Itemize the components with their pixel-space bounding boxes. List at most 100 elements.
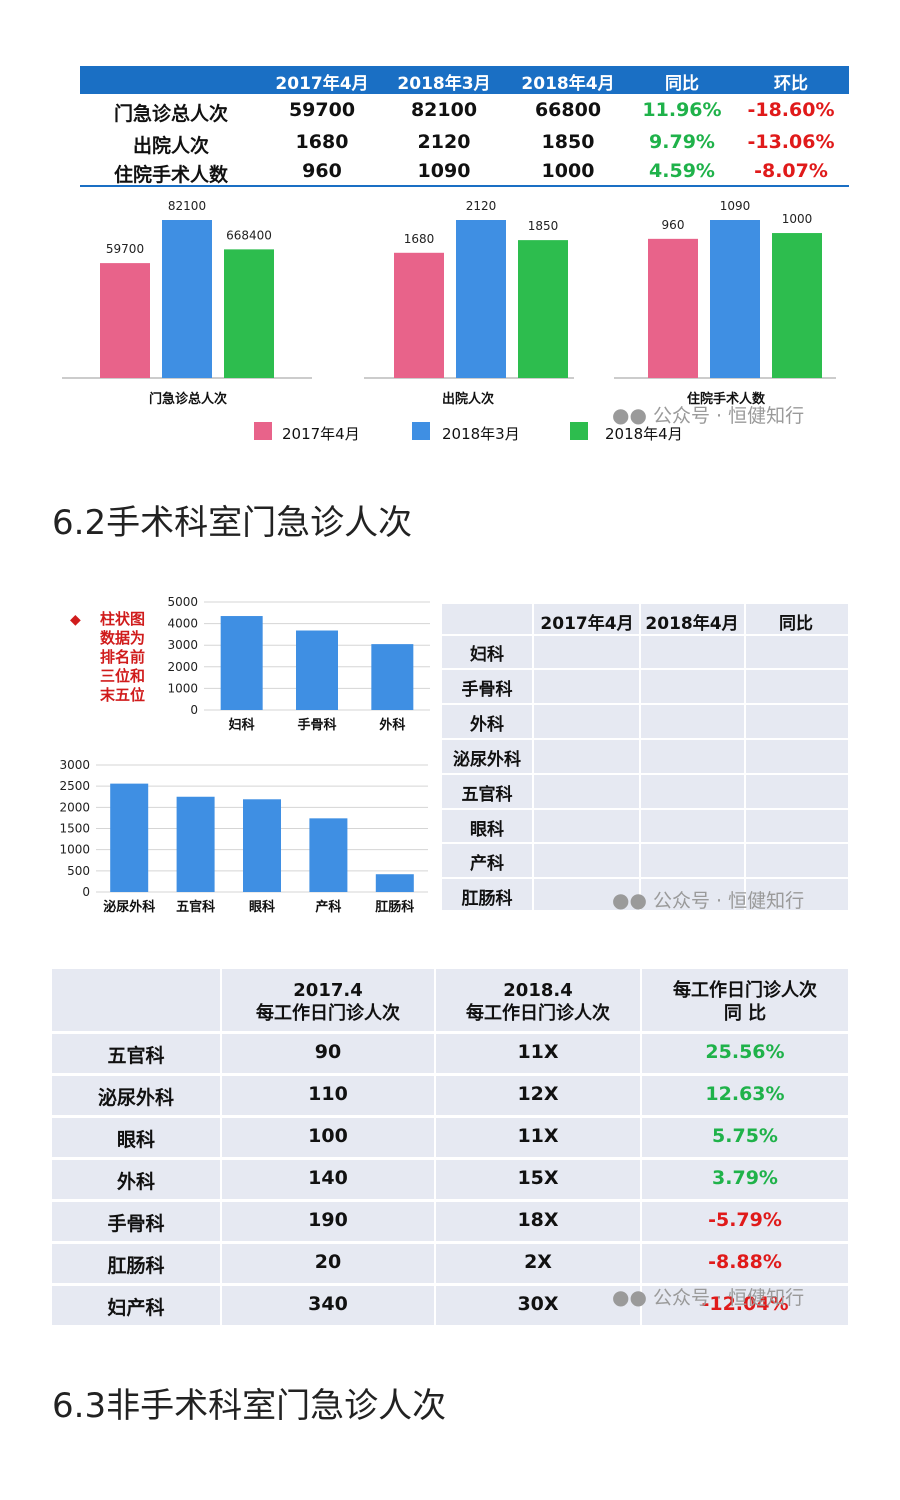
table-row-divider [52, 1073, 848, 1076]
section-title-6-3: 6.3非手术科室门急诊人次 [52, 1386, 447, 1426]
y-tick-label: 4000 [167, 617, 198, 631]
watermark: ●● 公众号 · 恒健知行 [612, 1285, 805, 1309]
data-label: 1000 [782, 212, 813, 226]
summary-yoy: 11.96% [642, 99, 722, 121]
legend-label: 2018年3月 [442, 425, 520, 443]
y-tick-label: 3000 [167, 638, 198, 652]
table-col-divider [434, 969, 436, 1325]
value-cell: 11X [517, 1125, 559, 1147]
summary-bottom-rule [80, 185, 849, 187]
y-tick-label: 1500 [59, 822, 90, 836]
table-col-divider [220, 969, 222, 1325]
summary-cell: 1090 [417, 160, 471, 182]
x-tick-label: 产科 [315, 899, 341, 915]
data-label: 1680 [404, 232, 435, 246]
bar [394, 252, 444, 378]
y-tick-label: 0 [190, 703, 198, 717]
legend-label: 2017年4月 [282, 425, 360, 443]
x-tick-label: 眼科 [249, 899, 275, 915]
bar [224, 249, 274, 378]
value-cell: 140 [308, 1167, 348, 1189]
dept-cell: 泌尿外科 [97, 1087, 174, 1109]
x-tick-label: 五官科 [176, 899, 215, 915]
value-cell: 12X [517, 1083, 559, 1105]
value-cell: 30X [517, 1293, 559, 1315]
table-row-divider [52, 1031, 848, 1034]
grid-row-divider [442, 877, 848, 879]
watermark: ●● 公众号 · 恒健知行 [612, 403, 805, 427]
y-tick-label: 500 [67, 864, 90, 878]
x-tick-label: 泌尿外科 [103, 899, 155, 915]
data-label: 960 [662, 218, 685, 232]
grid-col-divider [639, 604, 641, 910]
dept-cell: 妇产科 [107, 1297, 165, 1319]
value-cell: 20 [314, 1251, 342, 1273]
yoy-cell: -8.88% [708, 1251, 782, 1273]
bar [456, 220, 506, 378]
bar [296, 630, 338, 710]
x-tick-label: 妇科 [228, 717, 255, 733]
table-row-divider [52, 1199, 848, 1202]
dept-cell: 肛肠科 [107, 1255, 165, 1277]
grid-header: 2017年4月 [540, 614, 634, 634]
summary-cell: 59700 [288, 99, 356, 121]
grid-row-label: 妇科 [470, 645, 504, 665]
value-cell: 100 [308, 1125, 348, 1147]
grid-row-divider [442, 668, 848, 670]
grid-col-divider [532, 604, 534, 910]
grid-row-label: 手骨科 [461, 680, 513, 700]
wechat-icon: ●● [612, 1285, 647, 1309]
yoy-cell: 3.79% [712, 1167, 778, 1189]
x-tick-label: 外科 [378, 717, 405, 733]
dept-cell: 眼科 [116, 1129, 155, 1151]
legend-swatch [570, 422, 588, 440]
dept-cell: 外科 [116, 1171, 155, 1193]
yoy-cell: 12.63% [705, 1083, 785, 1105]
table-row-divider [52, 1115, 848, 1118]
legend-label: 2018年4月 [605, 425, 683, 443]
value-cell: 110 [308, 1083, 348, 1105]
grid-row-label: 外科 [470, 715, 504, 735]
summary-table-header [80, 66, 849, 94]
grid-row-divider [442, 773, 848, 775]
summary-cell: 960 [302, 160, 342, 182]
table-col-divider [640, 969, 642, 1325]
bar [518, 240, 568, 378]
bar [176, 796, 215, 892]
table-row-divider [52, 1283, 848, 1286]
table-header: 每工作日门诊人次 同 比 [673, 980, 817, 1024]
watermark: ●● 公众号 · 恒健知行 [612, 888, 805, 912]
value-cell: 340 [308, 1293, 348, 1315]
dept-comparison-grid: 2017年4月 2018年4月 同比 妇科 手骨科 外科 泌尿外科 五官科 眼科… [442, 604, 848, 910]
summary-yoy: 4.59% [649, 160, 715, 182]
workday-visits-table: 2017.4 每工作日门诊人次 2018.4 每工作日门诊人次 每工作日门诊人次… [52, 969, 848, 1325]
data-label: 1090 [720, 199, 751, 213]
chart-category-label: 出院人次 [441, 392, 494, 407]
y-tick-label: 3000 [59, 758, 90, 772]
bar [220, 616, 263, 710]
summary-row-label: 住院手术人数 [113, 164, 228, 186]
grid-header: 2018年4月 [645, 614, 739, 634]
bar [243, 799, 281, 892]
summary-header-col: 2018年3月 [397, 74, 491, 94]
summary-cell: 1850 [541, 131, 595, 153]
dept-cell: 手骨科 [107, 1213, 165, 1235]
summary-cell: 66800 [534, 99, 602, 121]
summary-mom: -8.07% [754, 160, 828, 182]
grouped-bar-charts: 59700 82100 668400 1680 2120 1850 960 1090 1000 [62, 199, 836, 379]
yoy-cell: 25.56% [705, 1041, 785, 1063]
x-tick-label: 手骨科 [297, 717, 336, 733]
grid-row-divider [442, 842, 848, 844]
bar [710, 220, 760, 378]
section-title-6-2: 6.2手术科室门急诊人次 [52, 503, 413, 543]
chart-note: 柱状图 数据为 排名前 三位和 末五位 [100, 610, 146, 704]
table-row-divider [52, 1157, 848, 1160]
value-cell: 18X [517, 1209, 559, 1231]
grid-row-divider [442, 808, 848, 810]
chart-category-label: 门急诊总人次 [148, 392, 227, 407]
y-tick-label: 1000 [59, 843, 90, 857]
table-header: 2017.4 每工作日门诊人次 [256, 980, 400, 1024]
summary-mom: -18.60% [747, 99, 835, 121]
data-label: 2120 [466, 199, 497, 213]
bar [648, 238, 698, 378]
